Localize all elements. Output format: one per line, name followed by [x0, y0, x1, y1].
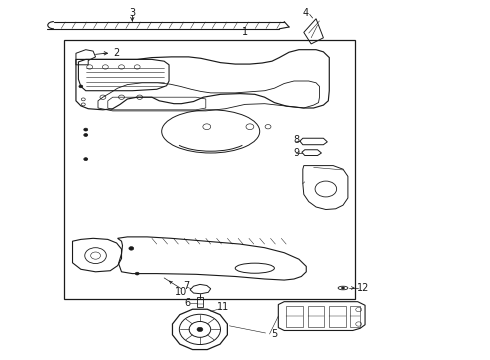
- Text: 5: 5: [271, 329, 277, 339]
- Circle shape: [129, 247, 134, 250]
- Text: 4: 4: [302, 8, 308, 18]
- Bar: [350, 306, 360, 327]
- Circle shape: [342, 287, 344, 289]
- Text: 10: 10: [175, 287, 187, 297]
- Text: 6: 6: [184, 298, 190, 308]
- Bar: [308, 306, 324, 327]
- Bar: [64, 40, 355, 299]
- Text: 9: 9: [293, 148, 299, 158]
- Text: 12: 12: [357, 283, 370, 293]
- Text: 3: 3: [129, 8, 135, 18]
- Circle shape: [197, 327, 203, 332]
- Text: 7: 7: [183, 281, 189, 291]
- Text: 8: 8: [293, 135, 299, 145]
- Circle shape: [79, 85, 83, 88]
- Bar: [286, 306, 303, 327]
- Text: 11: 11: [217, 302, 229, 312]
- Circle shape: [84, 128, 88, 131]
- Text: 1: 1: [242, 27, 248, 37]
- Text: 2: 2: [113, 48, 119, 58]
- Bar: [329, 306, 346, 327]
- Circle shape: [84, 134, 88, 136]
- Bar: [197, 297, 203, 307]
- Circle shape: [84, 158, 88, 161]
- Circle shape: [135, 272, 139, 275]
